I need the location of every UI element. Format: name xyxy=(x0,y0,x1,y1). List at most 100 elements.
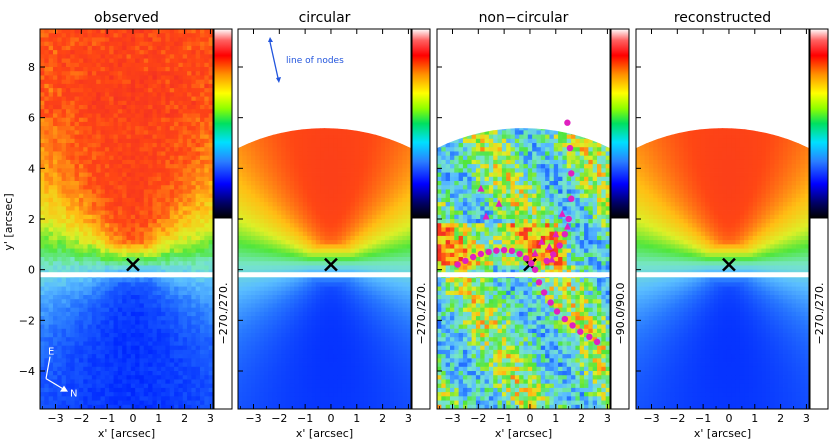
map-cell xyxy=(250,333,256,338)
map-cell xyxy=(191,311,197,317)
map-cell xyxy=(182,358,188,363)
map-cell xyxy=(40,206,45,211)
map-cell xyxy=(250,223,256,228)
map-cell xyxy=(208,206,213,211)
map-cell xyxy=(178,320,184,325)
map-cell xyxy=(109,324,114,330)
map-cell xyxy=(187,92,192,97)
map-cell xyxy=(78,362,84,368)
map-cell xyxy=(268,295,273,300)
map-cell xyxy=(204,83,210,89)
map-cell xyxy=(195,33,201,38)
map-cell xyxy=(272,257,278,262)
map-cell xyxy=(74,134,80,140)
map-cell xyxy=(191,316,197,321)
map-cell xyxy=(242,134,248,140)
map-cell xyxy=(65,320,71,325)
map-cell xyxy=(182,400,188,406)
map-cell xyxy=(96,105,101,110)
map-cell xyxy=(135,181,140,186)
map-cell xyxy=(263,324,269,330)
map-cell xyxy=(255,202,261,207)
map-cell xyxy=(174,155,179,161)
map-cell xyxy=(100,100,106,106)
map-cell xyxy=(126,252,132,258)
map-cell xyxy=(61,328,67,334)
map-cell xyxy=(61,303,67,309)
map-cell xyxy=(294,282,299,287)
map-cell xyxy=(83,138,88,144)
map-cell xyxy=(40,113,45,119)
map-cell xyxy=(44,362,50,368)
map-cell xyxy=(65,214,71,220)
map-cell xyxy=(135,231,140,237)
map-cell xyxy=(178,231,184,237)
map-cell xyxy=(298,290,304,296)
map-cell xyxy=(200,134,205,140)
map-cell xyxy=(263,223,269,228)
map-cell xyxy=(191,168,197,173)
map-cell xyxy=(260,71,265,76)
map-cell xyxy=(191,138,197,144)
map-cell xyxy=(294,181,299,186)
map-cell xyxy=(165,383,171,389)
map-cell xyxy=(96,244,101,249)
map-cell xyxy=(152,37,158,43)
map-cell xyxy=(57,404,63,409)
map-cell xyxy=(259,337,265,342)
map-cell xyxy=(152,295,158,300)
map-cell xyxy=(65,189,71,195)
map-cell xyxy=(48,295,54,300)
map-cell xyxy=(65,100,71,106)
map-cell xyxy=(113,235,119,241)
map-cell xyxy=(70,143,76,148)
map-cell xyxy=(40,121,45,127)
map-cell xyxy=(113,67,119,72)
map-cell xyxy=(191,155,197,161)
map-cell xyxy=(246,379,252,385)
map-cell xyxy=(285,155,291,161)
map-cell xyxy=(139,269,145,275)
map-cell xyxy=(191,58,197,64)
map-cell xyxy=(91,143,97,148)
map-cell xyxy=(61,138,67,144)
map-cell xyxy=(117,71,123,76)
map-cell xyxy=(57,379,63,385)
map-cell xyxy=(178,41,184,47)
map-cell xyxy=(169,219,175,224)
map-cell xyxy=(78,58,84,64)
map-cell xyxy=(91,282,97,287)
map-cell xyxy=(276,185,282,190)
map-cell xyxy=(57,345,63,351)
map-cell xyxy=(139,71,145,76)
map-cell xyxy=(83,109,88,114)
map-cell xyxy=(48,79,54,85)
map-cell xyxy=(70,164,76,169)
map-cell xyxy=(78,168,84,173)
map-cell xyxy=(289,295,295,300)
map-cell xyxy=(152,197,158,203)
map-cell xyxy=(65,269,71,275)
map-cell xyxy=(83,143,88,148)
map-cell xyxy=(104,181,110,186)
map-cell xyxy=(96,33,101,38)
map-cell xyxy=(109,168,114,173)
map-cell xyxy=(139,345,145,351)
map-cell xyxy=(70,227,76,233)
map-cell xyxy=(83,33,88,38)
map-cell xyxy=(74,67,80,72)
map-cell xyxy=(152,96,158,102)
map-cell xyxy=(169,328,175,334)
map-cell xyxy=(113,328,119,334)
map-cell xyxy=(298,214,304,220)
map-cell xyxy=(255,316,261,321)
map-cell xyxy=(148,396,153,401)
map-cell xyxy=(130,33,136,38)
map-cell xyxy=(83,92,88,97)
map-cell xyxy=(294,164,299,169)
map-cell xyxy=(135,147,140,152)
map-cell xyxy=(61,143,67,148)
map-cell xyxy=(65,159,71,165)
map-cell xyxy=(277,42,282,47)
map-cell xyxy=(272,366,278,372)
